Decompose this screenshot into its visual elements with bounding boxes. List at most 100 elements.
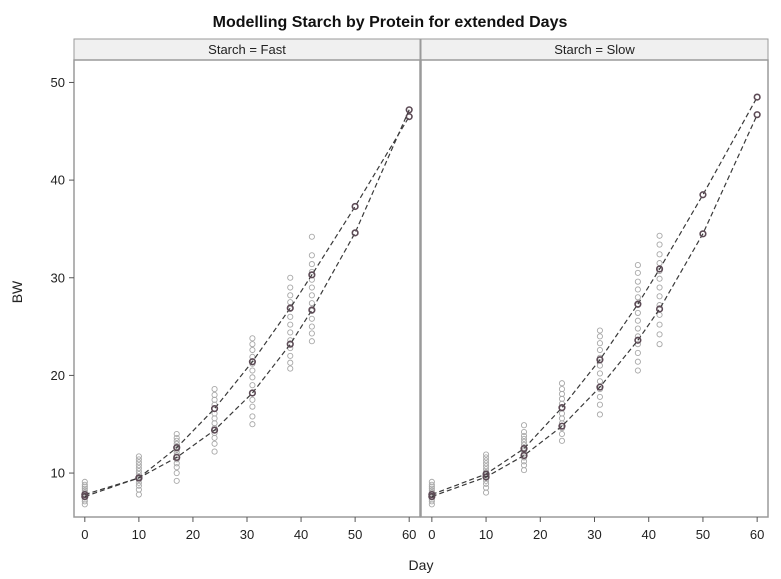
observed-point [287,274,294,281]
y-tick-label: 20 [51,368,65,383]
observed-point [249,341,256,348]
observed-point [287,329,294,336]
x-tick-label: 60 [402,527,416,542]
observed-point [308,300,315,307]
observed-point [287,292,294,299]
fitted-line [431,114,758,498]
observed-point [634,262,641,269]
observed-point [287,359,294,366]
observed-point [211,440,218,447]
fitted-point [210,405,219,413]
fitted-point [173,453,181,462]
panel-frame [73,59,421,518]
fitted-point [655,305,664,313]
observed-point [308,261,315,268]
x-tick-label: 40 [294,527,308,542]
fitted-point [699,191,707,199]
observed-point [634,358,641,365]
observed-point [173,440,180,447]
observed-point [656,284,663,291]
fitted-point [173,444,181,452]
observed-point [211,386,218,393]
observed-point [634,367,641,374]
observed-point [596,370,603,377]
fitted-point [558,404,566,412]
fitted-point [405,106,413,114]
observed-point [211,448,218,455]
observed-point [596,333,603,340]
observed-point [173,464,180,471]
observed-point [287,321,294,328]
fitted-line [84,109,410,498]
fitted-series-2 [428,111,761,501]
observed-point [249,367,256,374]
observed-point [483,454,490,461]
x-tick-label: 0 [428,527,435,542]
observed-point [656,321,663,328]
x-tick-label: 10 [479,527,493,542]
y-axis: 10 20 30 40 50 [51,75,74,481]
observed-point [249,396,256,403]
chart-title: Modelling Starch by Protein for extended… [213,14,568,31]
observed-point [249,403,256,410]
observed-point [634,269,641,276]
observed-point [308,252,315,259]
observed-point [558,380,566,387]
observed-point [558,386,566,393]
observed-point [308,330,315,337]
fitted-point [308,271,316,279]
fitted-point [596,383,604,391]
fitted-point [405,113,413,121]
observed-point [135,459,142,466]
observed-point [656,293,663,300]
observed-point [287,284,294,291]
observed-point [173,470,180,477]
x-axis-label: Day [409,557,434,573]
observed-point [483,477,490,484]
observed-point [520,435,528,442]
fitted-point [634,336,642,344]
y-axis-label: BW [9,280,25,303]
observed-point [483,480,490,487]
observed-point [249,374,256,381]
observed-point [483,451,490,458]
observed-point [520,428,528,436]
fitted-point [428,492,436,501]
y-tick-label: 40 [51,173,65,188]
x-tick-label: 60 [750,527,764,542]
y-tick-label: 30 [51,270,65,285]
observed-point [428,478,435,485]
observed-point [596,327,603,334]
fitted-series-2 [81,106,413,501]
observed-point [656,232,663,239]
fitted-point [520,451,528,460]
observed-point [483,484,490,491]
observed-point [308,268,315,275]
fitted-point [596,356,604,364]
observed-point [135,462,142,469]
observed-point [558,437,566,444]
observed-point [81,478,88,485]
observed-point [558,430,566,438]
observed-point [483,460,490,467]
observed-point [135,468,142,475]
observed-point [249,346,256,354]
x-tick-label: 0 [81,527,88,542]
fitted-point [520,445,528,453]
observed-point [308,233,315,240]
fitted-point [351,229,359,237]
x-tick-label: 10 [132,527,146,542]
fitted-point [699,230,707,238]
fitted-point [248,389,257,397]
observed-point [287,313,294,320]
observed-point [634,286,641,293]
x-tick-label: 50 [696,527,710,542]
observed-point [634,317,641,324]
fitted-point [248,358,257,366]
fitted-line [431,96,758,496]
observed-point [634,349,641,356]
observed-point [81,481,88,488]
y-tick-label: 10 [51,466,65,481]
observed-point [249,382,256,389]
x-tick-label: 20 [533,527,547,542]
